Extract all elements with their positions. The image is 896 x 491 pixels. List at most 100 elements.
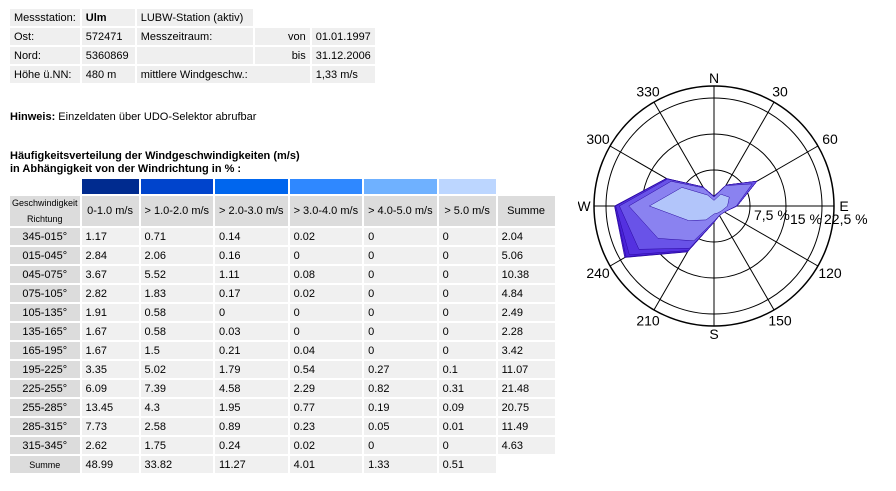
value-cell: 0.17 <box>215 285 288 302</box>
von-label: von <box>254 28 310 45</box>
header-cell: Summe <box>497 196 555 226</box>
value-cell: 0.02 <box>289 285 363 302</box>
value-cell: 1.79 <box>215 361 288 378</box>
value-cell: 0 <box>438 285 496 302</box>
value-cell: 0.58 <box>140 304 214 321</box>
hint-text: Hinweis: Einzeldaten über UDO-Selektor a… <box>10 111 256 123</box>
swatch-2 <box>140 179 214 194</box>
value-cell: 2.58 <box>140 418 214 435</box>
bis-label: bis <box>254 47 310 64</box>
value-cell: 0.27 <box>364 361 437 378</box>
value-cell: 0 <box>289 247 363 264</box>
table-row: 195-225° 3.35 5.02 1.79 0.54 0.27 0.1 11.07 <box>10 361 555 378</box>
rose-petal-band-1 <box>648 187 730 221</box>
swatch-6 <box>438 179 496 194</box>
value-cell: 0 <box>364 304 437 321</box>
direction-label: 240 <box>586 265 610 281</box>
value-cell: 2.82 <box>81 285 139 302</box>
header-cell: > 3.0-4.0 m/s <box>289 196 363 226</box>
value-cell: 0 <box>364 266 437 283</box>
value-cell: 0.77 <box>289 399 363 416</box>
header-cell: > 2.0-3.0 m/s <box>215 196 288 226</box>
value-cell: 0.02 <box>289 228 363 245</box>
value-cell: 0.19 <box>364 399 437 416</box>
header-cell: > 4.0-5.0 m/s <box>364 196 437 226</box>
value-cell: 0.82 <box>364 380 437 397</box>
table-row: 015-045° 2.84 2.06 0.16 0 0 0 5.06 <box>10 247 555 264</box>
sum-label: Summe <box>10 456 80 473</box>
direction-cell: 135-165° <box>10 323 80 340</box>
bis-date: 31.12.2006 <box>311 47 375 64</box>
value-cell: 1.5 <box>140 342 214 359</box>
value-cell: 4.3 <box>140 399 214 416</box>
direction-cell: 285-315° <box>10 418 80 435</box>
corner-header: Geschwindigkeit Richtung <box>10 196 80 226</box>
corner-header-bottom: Richtung <box>27 214 63 224</box>
value-cell: 0 <box>364 247 437 264</box>
table-row: 315-345° 2.62 1.75 0.24 0.02 0 0 4.63 <box>10 437 555 454</box>
value-cell: 20.75 <box>497 399 555 416</box>
frequency-title-line2: in Abhängigkeit von der Windrichtung in … <box>10 163 242 175</box>
direction-label: 210 <box>636 312 660 328</box>
direction-cell: 015-045° <box>10 247 80 264</box>
value-cell: 0.05 <box>364 418 437 435</box>
sum-cell: 33.82 <box>140 456 214 473</box>
direction-cell: 105-135° <box>10 304 80 321</box>
hint-bold: Hinweis: <box>10 111 56 123</box>
sum-cell: 11.27 <box>215 456 288 473</box>
station-type: LUBW-Station (aktiv) <box>136 9 253 26</box>
value-cell: 3.35 <box>81 361 139 378</box>
value-cell: 1.91 <box>81 304 139 321</box>
value-cell: 2.04 <box>497 228 555 245</box>
value-cell: 0 <box>289 304 363 321</box>
ring-label: 7,5 % <box>754 207 790 223</box>
direction-label: W <box>578 198 591 214</box>
value-cell: 3.67 <box>81 266 139 283</box>
sum-row: Summe 48.99 33.82 11.27 4.01 1.33 0.51 <box>10 456 555 473</box>
value-cell: 5.02 <box>140 361 214 378</box>
rose-spoke <box>713 205 819 267</box>
value-cell: 0 <box>438 437 496 454</box>
value-cell: 4.84 <box>497 285 555 302</box>
frequency-title: Häufigkeitsverteilung der Windgeschwindi… <box>10 150 300 176</box>
value-cell: 0 <box>438 266 496 283</box>
value-cell: 1.11 <box>215 266 288 283</box>
value-cell: 0.71 <box>140 228 214 245</box>
value-cell: 5.06 <box>497 247 555 264</box>
header-cell: 0-1.0 m/s <box>81 196 139 226</box>
value-cell: 7.39 <box>140 380 214 397</box>
hoehe-value: 480 m <box>81 66 135 83</box>
wind-rose-chart: 7,5 % 15 % 22,5 % N 30 60 E 120 150 S 210 240 W 300 3… <box>578 70 868 342</box>
value-cell: 0.02 <box>289 437 363 454</box>
mean-speed-label: mittlere Windgeschw.: <box>136 66 310 83</box>
value-cell: 0.1 <box>438 361 496 378</box>
hoehe-label: Höhe ü.NN: <box>10 66 80 83</box>
value-cell: 0.08 <box>289 266 363 283</box>
direction-cell: 345-015° <box>10 228 80 245</box>
table-row: 345-015° 1.17 0.71 0.14 0.02 0 0 2.04 <box>10 228 555 245</box>
frequency-table: Geschwindigkeit Richtung 0-1.0 m/s > 1.0… <box>8 177 557 475</box>
station-label: Messstation: <box>10 9 80 26</box>
direction-label: S <box>709 326 718 342</box>
direction-label: E <box>839 198 848 214</box>
value-cell: 7.73 <box>81 418 139 435</box>
direction-label: 120 <box>818 265 842 281</box>
nord-value: 5360869 <box>81 47 135 64</box>
direction-cell: 225-255° <box>10 380 80 397</box>
direction-cell: 255-285° <box>10 399 80 416</box>
color-swatch-row <box>10 179 555 194</box>
value-cell: 2.28 <box>497 323 555 340</box>
table-row: 045-075° 3.67 5.52 1.11 0.08 0 0 10.38 <box>10 266 555 283</box>
value-cell: 3.42 <box>497 342 555 359</box>
ring-label: 15 % <box>790 211 822 227</box>
direction-label: 330 <box>636 84 660 100</box>
von-date: 01.01.1997 <box>311 28 375 45</box>
swatch-4 <box>289 179 363 194</box>
direction-label: 60 <box>822 131 838 147</box>
value-cell: 4.58 <box>215 380 288 397</box>
value-cell: 0 <box>438 247 496 264</box>
header-cell: > 1.0-2.0 m/s <box>140 196 214 226</box>
value-cell: 2.84 <box>81 247 139 264</box>
value-cell: 2.06 <box>140 247 214 264</box>
value-cell: 11.07 <box>497 361 555 378</box>
